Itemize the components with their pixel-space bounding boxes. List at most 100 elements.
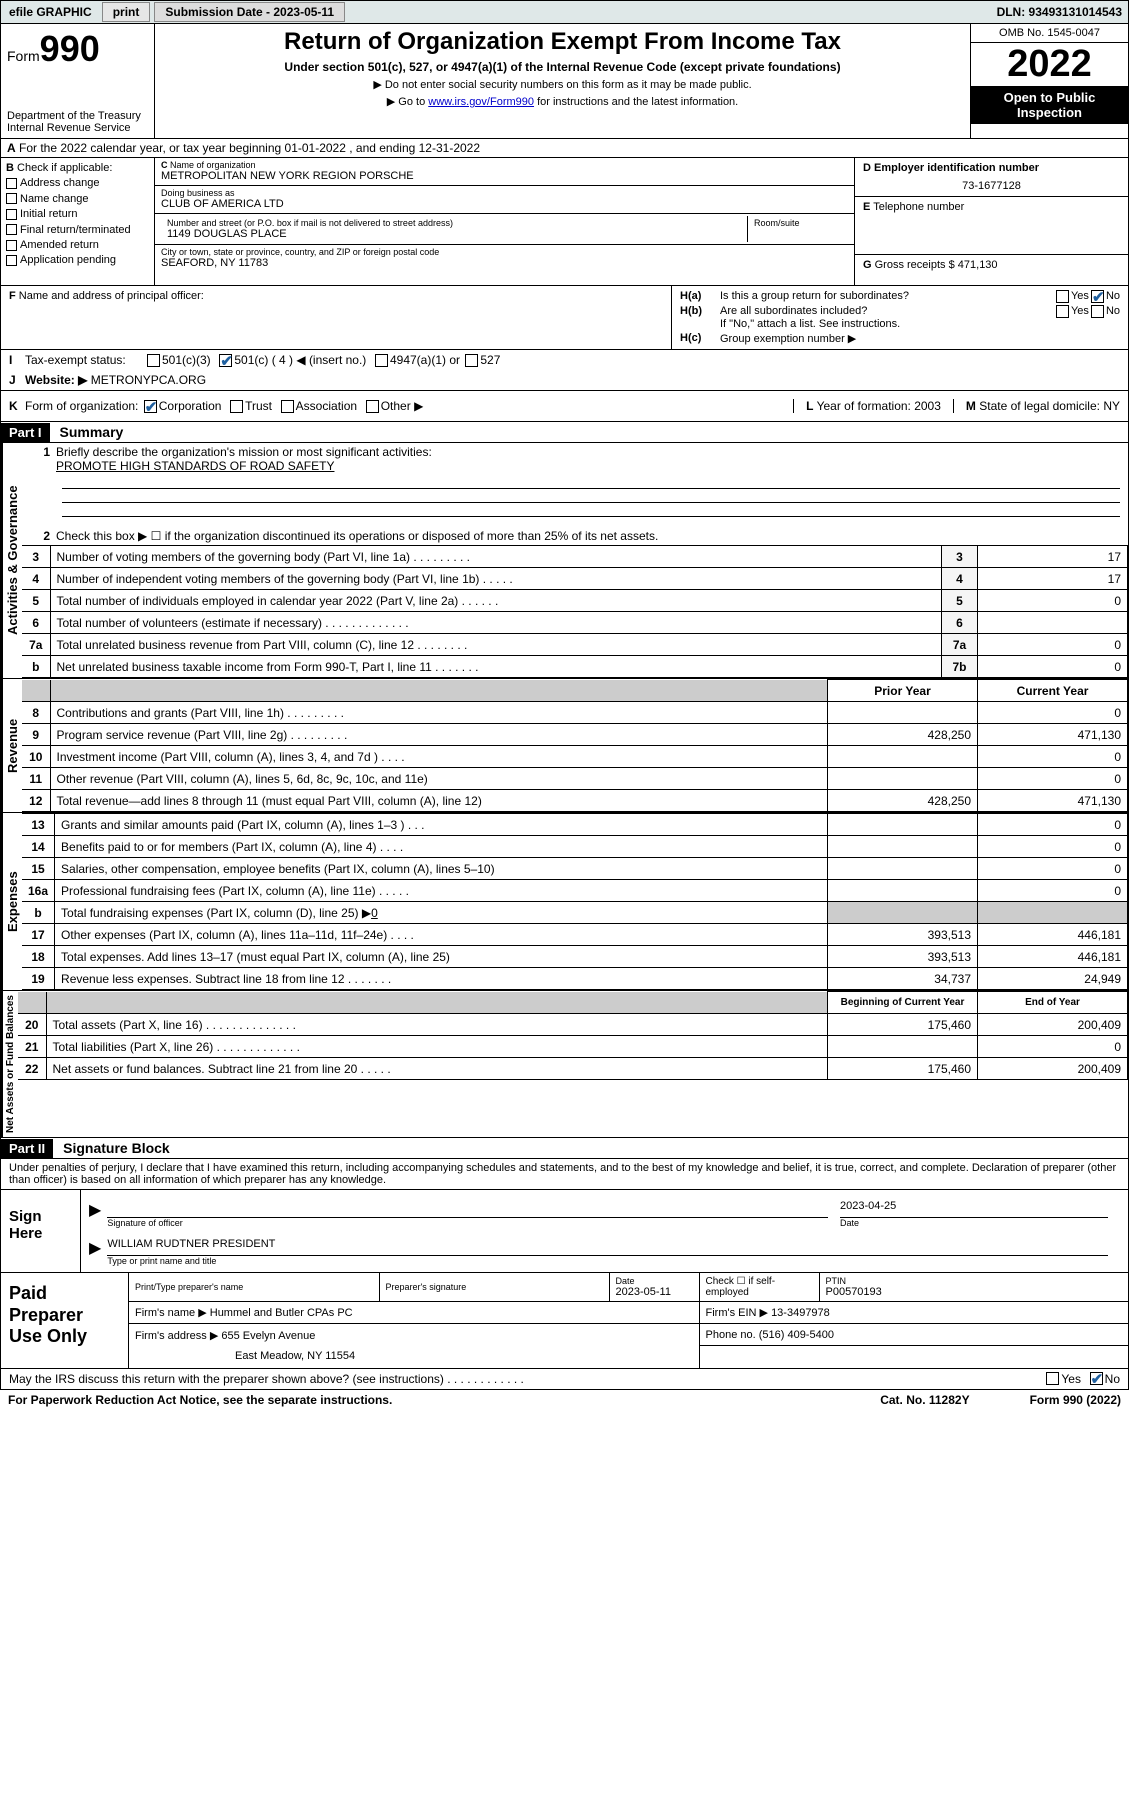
- cb-trust[interactable]: [230, 400, 243, 413]
- cb-527[interactable]: [465, 354, 478, 367]
- officer-signature-line[interactable]: [107, 1200, 828, 1218]
- cb-assoc[interactable]: [281, 400, 294, 413]
- section-netassets: Net Assets or Fund Balances Beginning of…: [0, 991, 1129, 1138]
- paperwork-notice: For Paperwork Reduction Act Notice, see …: [8, 1393, 392, 1407]
- self-employed: Check ☐ if self-employed: [699, 1273, 819, 1302]
- hdr-begin-year: Beginning of Current Year: [828, 992, 978, 1014]
- revenue-table: Prior Year Current Year 8 Contributions …: [22, 679, 1128, 812]
- tax-year: 2022: [971, 43, 1128, 86]
- gross-lbl: Gross receipts $: [875, 259, 955, 271]
- label-hc: H(c): [680, 332, 720, 345]
- cb-amended[interactable]: [6, 240, 17, 251]
- hdr-prior-year: Prior Year: [828, 680, 978, 702]
- website-url: METRONYPCA.ORG: [91, 373, 206, 387]
- state-domicile: State of legal domicile: NY: [979, 399, 1120, 413]
- part2-header: Part II Signature Block: [0, 1138, 1129, 1159]
- section-revenue: Revenue Prior Year Current Year 8 Contri…: [0, 679, 1129, 813]
- netassets-table: Beginning of Current Year End of Year 20…: [18, 991, 1128, 1080]
- sig-date-lbl: Date: [840, 1218, 1120, 1228]
- print-button[interactable]: print: [102, 2, 151, 22]
- opt-501c3: 501(c)(3): [162, 353, 211, 367]
- opt-amended: Amended return: [20, 239, 99, 251]
- dba-name: CLUB OF AMERICA LTD: [161, 198, 848, 210]
- paid-preparer-label: Paid Preparer Use Only: [1, 1273, 129, 1368]
- gov-table: 3 Number of voting members of the govern…: [22, 545, 1128, 678]
- form-word: Form: [7, 48, 40, 64]
- side-label-exp: Expenses: [1, 813, 22, 990]
- cb-hb-no[interactable]: [1091, 305, 1104, 318]
- side-label-na: Net Assets or Fund Balances: [1, 991, 18, 1137]
- ein-lbl: Employer identification number: [874, 162, 1039, 174]
- cb-initial-return[interactable]: [6, 209, 17, 220]
- part1-title: Summary: [50, 422, 134, 442]
- paid-preparer-block: Paid Preparer Use Only Print/Type prepar…: [0, 1273, 1129, 1369]
- cb-name-change[interactable]: [6, 193, 17, 204]
- principal-officer-lbl: Name and address of principal officer:: [19, 290, 204, 302]
- firm-name-lbl: Firm's name ▶: [135, 1307, 207, 1319]
- label-b: B: [6, 162, 14, 174]
- topbar: efile GRAPHIC print Submission Date - 20…: [0, 0, 1129, 24]
- firm-ein-lbl: Firm's EIN ▶: [706, 1307, 769, 1319]
- cb-discuss-yes[interactable]: [1046, 1372, 1059, 1385]
- opt-name-change: Name change: [20, 193, 89, 205]
- tax-year-range: For the 2022 calendar year, or tax year …: [19, 141, 480, 155]
- opt-527: 527: [480, 353, 500, 367]
- cb-final-return[interactable]: [6, 224, 17, 235]
- cb-ha-no[interactable]: [1091, 290, 1104, 303]
- phone-lbl: Telephone number: [873, 201, 964, 213]
- name-org-lbl: Name of organization: [170, 160, 256, 170]
- dln-label: DLN: 93493131014543: [997, 5, 1122, 19]
- cat-no: Cat. No. 11282Y: [880, 1393, 969, 1407]
- discuss-no: No: [1105, 1372, 1120, 1386]
- opt-corp: Corporation: [159, 399, 222, 413]
- firm-phone: (516) 409-5400: [759, 1329, 834, 1341]
- irs-label: Internal Revenue Service: [7, 122, 148, 134]
- part1-header: Part I Summary: [0, 422, 1129, 443]
- hdr-current-year: Current Year: [978, 680, 1128, 702]
- label-d: D: [863, 162, 871, 174]
- hb-text: Are all subordinates included?: [720, 305, 1054, 317]
- side-label-rev: Revenue: [1, 679, 22, 812]
- form-subtitle: Under section 501(c), 527, or 4947(a)(1)…: [161, 60, 964, 74]
- cb-4947[interactable]: [375, 354, 388, 367]
- irs-link[interactable]: www.irs.gov/Form990: [428, 96, 534, 108]
- website-lbl: Website: ▶: [25, 373, 87, 387]
- sign-here-label: Sign Here: [1, 1190, 81, 1272]
- label-i: I: [9, 353, 25, 367]
- q1-value: PROMOTE HIGH STANDARDS OF ROAD SAFETY: [56, 459, 334, 473]
- sign-here-block: Sign Here ▶ Signature of officer 2023-04…: [0, 1190, 1129, 1273]
- b-check-label: Check if applicable:: [17, 162, 112, 174]
- blank-line: [62, 477, 1120, 489]
- prep-sig-lbl: Preparer's signature: [386, 1282, 603, 1292]
- label-hb: H(b): [680, 305, 720, 317]
- arrow-icon: ▶: [89, 1238, 101, 1266]
- part2-label: Part II: [1, 1139, 53, 1158]
- form-990: 990: [40, 28, 100, 69]
- cb-address-change[interactable]: [6, 178, 17, 189]
- cb-other[interactable]: [366, 400, 379, 413]
- cb-ha-yes[interactable]: [1056, 290, 1069, 303]
- ptin-value: P00570193: [826, 1286, 882, 1298]
- cb-app-pending[interactable]: [6, 255, 17, 266]
- label-f: F: [9, 290, 16, 302]
- blank-line: [62, 491, 1120, 503]
- cb-discuss-no[interactable]: [1090, 1372, 1103, 1385]
- opt-app-pending: Application pending: [20, 254, 116, 266]
- cb-hb-yes[interactable]: [1056, 305, 1069, 318]
- prep-date-lbl: Date: [616, 1276, 693, 1286]
- ha-text: Is this a group return for subordinates?: [720, 290, 1054, 302]
- discuss-text: May the IRS discuss this return with the…: [9, 1372, 1044, 1386]
- opt-final-return: Final return/terminated: [20, 224, 131, 236]
- row-b-val: 0: [371, 906, 378, 920]
- i-row: I Tax-exempt status: 501(c)(3) 501(c) ( …: [0, 350, 1129, 370]
- form-header: Form990 Department of the Treasury Inter…: [0, 24, 1129, 139]
- omb-number: OMB No. 1545-0047: [971, 24, 1128, 43]
- cb-501c4[interactable]: [219, 354, 232, 367]
- cb-corp[interactable]: [144, 400, 157, 413]
- submission-date: Submission Date - 2023-05-11: [154, 2, 345, 22]
- opt-other: Other ▶: [381, 399, 424, 413]
- firm-addr-lbl: Firm's address ▶: [135, 1330, 218, 1342]
- opt-address-change: Address change: [20, 177, 100, 189]
- cb-501c3[interactable]: [147, 354, 160, 367]
- ptin-lbl: PTIN: [826, 1276, 1123, 1286]
